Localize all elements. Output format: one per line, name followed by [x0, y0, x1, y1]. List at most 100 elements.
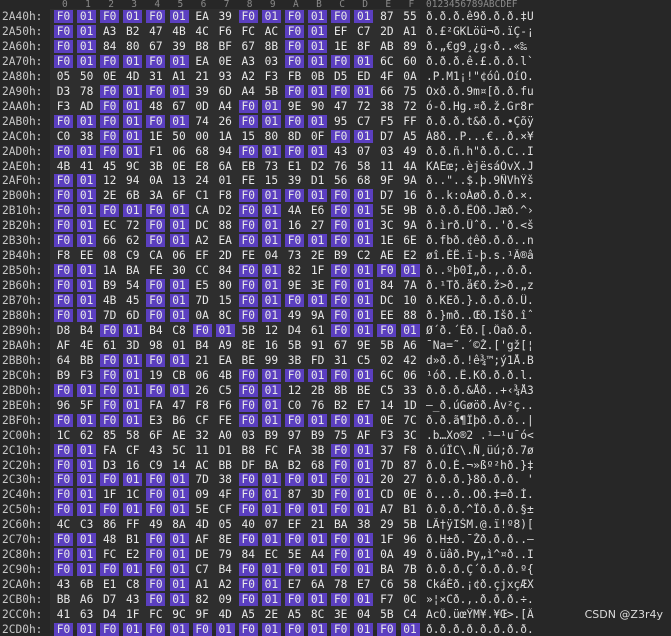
- hex-byte[interactable]: 73: [287, 249, 302, 263]
- hex-byte[interactable]: F0: [146, 503, 166, 517]
- hex-byte[interactable]: 02: [380, 353, 394, 367]
- hex-byte[interactable]: 98: [149, 338, 163, 352]
- hex-byte[interactable]: CD: [380, 488, 394, 502]
- hex-byte[interactable]: A3: [241, 54, 256, 68]
- ascii-text[interactable]: KAEœ;.èjësáÒvX.J: [426, 159, 534, 173]
- hex-byte[interactable]: 03: [380, 144, 394, 158]
- hex-byte[interactable]: 01: [354, 323, 374, 337]
- hex-byte[interactable]: F0: [331, 473, 351, 487]
- hex-byte[interactable]: 62: [126, 234, 140, 248]
- hex-byte[interactable]: EF: [333, 24, 348, 38]
- hex-byte[interactable]: 09: [218, 593, 232, 607]
- hex-byte[interactable]: 9F: [195, 608, 209, 621]
- hex-byte[interactable]: 84: [218, 264, 232, 278]
- hex-byte[interactable]: 3A: [149, 189, 163, 203]
- hex-byte[interactable]: 01: [169, 114, 189, 128]
- hex-byte[interactable]: 32: [195, 428, 209, 442]
- hex-byte[interactable]: 72: [357, 99, 371, 113]
- hex-byte[interactable]: F0: [331, 54, 351, 68]
- hex-byte[interactable]: 0E: [102, 69, 117, 83]
- hex-byte[interactable]: 01: [308, 10, 328, 23]
- hex-byte[interactable]: 06: [172, 249, 186, 263]
- hex-byte[interactable]: AB: [380, 39, 394, 53]
- hex-byte[interactable]: 99: [264, 353, 279, 367]
- hex-byte[interactable]: 01: [169, 548, 189, 562]
- hex-byte[interactable]: F0: [238, 383, 258, 397]
- hex-byte[interactable]: 4D: [195, 518, 209, 532]
- hex-byte[interactable]: F0: [285, 39, 304, 53]
- hex-byte[interactable]: 01: [123, 204, 143, 218]
- hex-byte[interactable]: 11: [195, 443, 209, 457]
- hex-byte[interactable]: F0: [54, 473, 73, 487]
- hex-byte[interactable]: A4: [310, 548, 325, 562]
- hex-byte[interactable]: F0: [331, 234, 351, 248]
- hex-byte[interactable]: 01: [354, 219, 374, 233]
- hex-byte[interactable]: F0: [238, 473, 258, 487]
- hex-byte[interactable]: 67: [149, 39, 163, 53]
- hex-byte[interactable]: 01: [169, 563, 189, 577]
- hex-byte[interactable]: F0: [331, 84, 351, 98]
- hex-byte[interactable]: 01: [169, 488, 189, 502]
- ascii-text[interactable]: ð.ð.ã¶Ïþð.ð.ð..|: [426, 413, 534, 427]
- hex-byte[interactable]: 3B: [149, 159, 163, 173]
- hex-byte[interactable]: 76: [333, 159, 348, 173]
- hex-byte[interactable]: A5: [241, 608, 256, 621]
- hex-byte[interactable]: BE: [357, 383, 371, 397]
- hex-byte[interactable]: 14: [172, 458, 186, 472]
- hex-byte[interactable]: BB: [218, 458, 232, 472]
- hex-byte[interactable]: 01: [308, 144, 328, 158]
- hex-byte[interactable]: 60: [403, 54, 417, 68]
- hex-byte[interactable]: 1F: [380, 533, 394, 547]
- hex-byte[interactable]: 01: [261, 413, 281, 427]
- hex-byte[interactable]: 01: [77, 383, 97, 397]
- hex-byte[interactable]: D1: [218, 443, 232, 457]
- hex-byte[interactable]: 01: [123, 114, 143, 128]
- hex-byte[interactable]: 01: [354, 443, 374, 457]
- hex-byte[interactable]: F0: [331, 189, 351, 203]
- hex-byte[interactable]: B9: [264, 428, 279, 442]
- ascii-text[interactable]: ð.ìrð.Üˆð..'ð.<š: [426, 219, 534, 233]
- hex-byte[interactable]: B2: [126, 24, 140, 38]
- hex-byte[interactable]: F0: [238, 578, 258, 592]
- hex-byte[interactable]: B4: [195, 338, 209, 352]
- hex-byte[interactable]: 01: [77, 114, 97, 128]
- hex-byte[interactable]: 01: [215, 622, 235, 636]
- hex-byte[interactable]: 68: [357, 174, 371, 188]
- hex-byte[interactable]: 94: [126, 174, 140, 188]
- hex-byte[interactable]: 20: [380, 473, 394, 487]
- hex-byte[interactable]: F8: [218, 189, 232, 203]
- hex-byte[interactable]: AE: [172, 428, 186, 442]
- hex-byte[interactable]: 31: [149, 69, 163, 83]
- ascii-text[interactable]: »¦×Cð.‚.ð.ð.ð.÷.: [426, 593, 534, 607]
- hex-byte[interactable]: 01: [218, 174, 232, 188]
- hex-byte[interactable]: A2: [218, 578, 232, 592]
- hex-byte[interactable]: 9C: [172, 608, 186, 621]
- hex-byte[interactable]: F0: [331, 533, 351, 547]
- hex-byte[interactable]: 01: [169, 578, 189, 592]
- hex-byte[interactable]: F0: [238, 309, 258, 322]
- hex-byte[interactable]: 2D: [380, 24, 394, 38]
- hex-byte[interactable]: D2: [310, 159, 325, 173]
- hex-byte[interactable]: 01: [77, 309, 97, 322]
- hex-byte[interactable]: 12: [287, 383, 302, 397]
- hex-byte[interactable]: C2: [357, 249, 371, 263]
- hex-byte[interactable]: 01: [169, 219, 189, 233]
- hex-byte[interactable]: AE: [380, 249, 394, 263]
- hex-byte[interactable]: F0: [54, 488, 73, 502]
- hex-byte[interactable]: 01: [354, 548, 374, 562]
- hex-byte[interactable]: B9: [102, 279, 117, 293]
- hex-byte[interactable]: FF: [126, 518, 140, 532]
- hex-byte[interactable]: 01: [261, 219, 281, 233]
- hex-byte[interactable]: 0A: [380, 548, 394, 562]
- hex-byte[interactable]: DF: [241, 458, 256, 472]
- hex-byte[interactable]: EA: [218, 353, 232, 367]
- hex-byte[interactable]: EC: [264, 548, 279, 562]
- hex-byte[interactable]: 6A: [310, 578, 325, 592]
- hex-byte[interactable]: 6B: [126, 189, 140, 203]
- hex-byte[interactable]: 43: [333, 144, 348, 158]
- hex-byte[interactable]: AC: [264, 24, 279, 38]
- hex-byte[interactable]: 64: [56, 353, 71, 367]
- hex-byte[interactable]: 01: [77, 563, 97, 577]
- hex-byte[interactable]: F1: [149, 144, 163, 158]
- ascii-text[interactable]: ð.KEð.}.ð.ð.ð.Ü.: [426, 294, 534, 308]
